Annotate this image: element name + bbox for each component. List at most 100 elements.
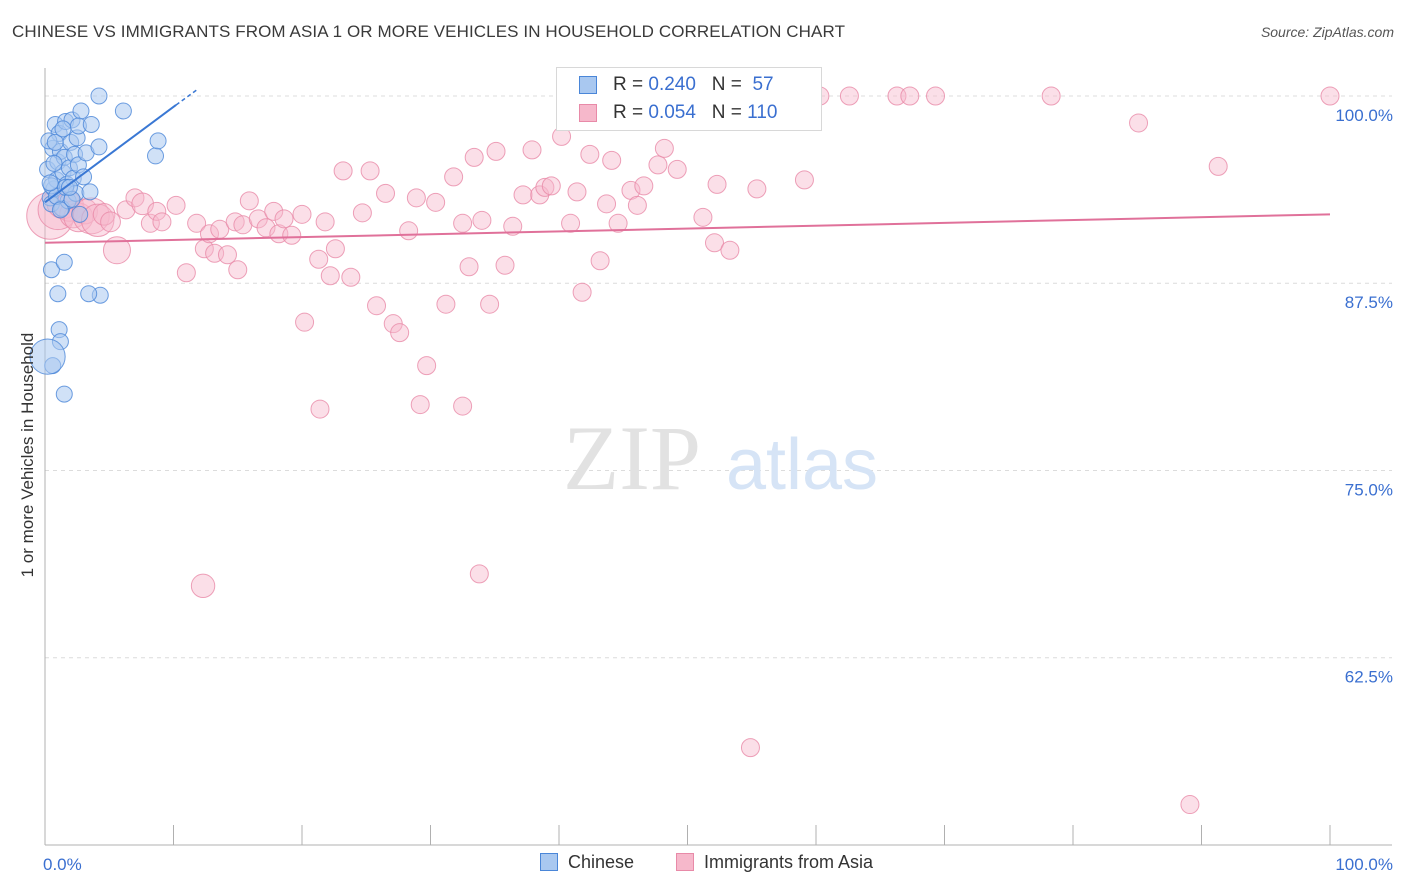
immigrants-point	[417, 356, 437, 376]
immigrants-point	[225, 212, 245, 232]
immigrants-point	[704, 233, 724, 253]
legend-n-value: 57	[752, 74, 774, 95]
y-axis-title: 1 or more Vehicles in Household	[18, 332, 37, 578]
immigrants-point	[295, 312, 315, 332]
immigrants-point	[376, 183, 396, 203]
immigrants-point	[1129, 113, 1149, 133]
watermark-zip: ZIP	[563, 407, 701, 509]
chinese-point	[51, 201, 69, 219]
x-tick-label-max: 100.0%	[1335, 855, 1393, 874]
axes	[44, 68, 1392, 846]
chinese-point	[80, 285, 98, 303]
immigrants-point	[720, 240, 740, 260]
stats-legend: R = 0.240 N = 57 R = 0.054 N = 110	[556, 67, 822, 131]
immigrants-point	[333, 161, 353, 181]
immigrants-point	[667, 159, 687, 179]
watermark: ZIP atlas	[563, 407, 878, 509]
bottom-legend-swatch-immigrants	[676, 853, 694, 871]
immigrants-point	[654, 138, 674, 158]
immigrants-point	[274, 209, 294, 229]
chinese-point	[147, 147, 165, 165]
immigrants-point	[152, 212, 172, 232]
trend-line-chinese-extension	[175, 89, 198, 106]
chinese-point	[49, 285, 67, 303]
legend-r-value: 0.240	[648, 74, 696, 95]
immigrants-point	[459, 257, 479, 277]
immigrants-point	[839, 86, 859, 106]
chinese-point	[55, 385, 73, 403]
bottom-legend-label-chinese: Chinese	[568, 852, 635, 872]
immigrants-point	[187, 213, 207, 233]
immigrants-point	[597, 194, 617, 214]
immigrants-point	[360, 161, 380, 181]
chart-title: CHINESE VS IMMIGRANTS FROM ASIA 1 OR MOR…	[12, 22, 846, 41]
immigrants-point	[503, 216, 523, 236]
immigrants-point	[256, 218, 276, 238]
chinese-point	[45, 154, 63, 172]
immigrants-point	[399, 221, 419, 241]
bottom-legend-label-immigrants: Immigrants from Asia	[704, 852, 874, 872]
legend-n-value: 110	[747, 102, 778, 123]
immigrants-point	[522, 140, 542, 160]
immigrants-point	[608, 213, 628, 233]
immigrants-point	[444, 167, 464, 187]
immigrants-point	[190, 573, 216, 599]
y-tick-label: 87.5%	[1345, 293, 1393, 312]
immigrants-point	[217, 245, 237, 265]
immigrants-point	[100, 211, 121, 233]
legend-n-label: N =	[711, 102, 742, 123]
y-tick-label: 62.5%	[1345, 668, 1393, 687]
points-chinese	[29, 87, 167, 403]
immigrants-point	[513, 185, 533, 205]
immigrants-point	[1320, 86, 1340, 106]
immigrants-point	[567, 182, 587, 202]
immigrants-point	[747, 179, 767, 199]
immigrants-point	[410, 395, 430, 415]
chinese-point	[46, 133, 64, 151]
immigrants-point	[315, 212, 335, 232]
immigrants-point	[453, 213, 473, 233]
immigrants-point	[472, 210, 492, 230]
chinese-point	[71, 205, 89, 223]
chinese-point	[90, 87, 108, 105]
immigrants-point	[464, 147, 484, 167]
chinese-point	[54, 120, 72, 138]
chinese-point	[41, 174, 59, 192]
immigrants-point	[648, 155, 668, 175]
immigrants-point	[480, 294, 500, 314]
bottom-legend-immigrants: Immigrants from Asia	[676, 852, 873, 873]
chinese-point	[149, 132, 167, 150]
chinese-point	[82, 115, 100, 133]
immigrants-point	[469, 564, 489, 584]
immigrants-point	[239, 191, 259, 211]
legend-n-label: N =	[711, 74, 742, 95]
chinese-point	[90, 138, 108, 156]
chinese-point	[55, 253, 73, 271]
legend-r-label: R =	[613, 102, 644, 123]
chinese-point	[72, 102, 90, 120]
immigrants-point	[310, 399, 330, 419]
immigrants-point	[590, 251, 610, 271]
immigrants-point	[926, 86, 946, 106]
immigrants-point	[264, 201, 284, 221]
bottom-legend-swatch-chinese	[540, 853, 558, 871]
legend-r-label: R =	[613, 74, 644, 95]
immigrants-point	[390, 323, 410, 343]
immigrants-point	[535, 177, 555, 197]
immigrants-point	[707, 174, 727, 194]
y-tick-label: 75.0%	[1345, 480, 1393, 499]
immigrants-point	[1208, 156, 1228, 176]
immigrants-point	[580, 144, 600, 164]
immigrants-point	[352, 203, 372, 223]
immigrants-point	[228, 260, 248, 280]
immigrants-point	[602, 150, 622, 170]
immigrants-point	[1041, 86, 1061, 106]
chinese-point	[60, 178, 78, 196]
chinese-point	[75, 168, 93, 186]
immigrants-point	[166, 195, 186, 215]
immigrants-point	[1180, 795, 1200, 815]
chinese-point	[81, 183, 99, 201]
immigrants-point	[453, 396, 473, 416]
legend-r-value: 0.054	[648, 102, 696, 123]
